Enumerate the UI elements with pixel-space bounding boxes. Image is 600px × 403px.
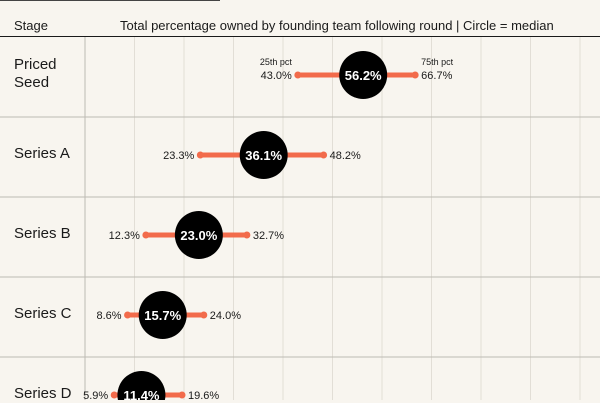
p75-label: 66.7% — [421, 70, 452, 82]
chart-header: Stage Total percentage owned by founding… — [0, 8, 600, 38]
p25-dot — [196, 151, 204, 159]
stage-label: Series A — [14, 145, 70, 162]
p75-caption: 75th pct — [421, 57, 454, 67]
stage-label: Priced Seed — [14, 56, 57, 91]
median-circle — [339, 51, 388, 99]
p75-label: 19.6% — [188, 390, 219, 400]
median-label: 11.4% — [123, 388, 160, 400]
chart-title: Total percentage owned by founding team … — [120, 18, 554, 33]
row-0: 56.2% 43.0% 66.7% 25th pct 75th pct — [260, 51, 454, 99]
p75-dot — [411, 71, 419, 79]
p25-label: 5.9% — [83, 390, 108, 400]
median-circle — [117, 371, 166, 400]
p25-label: 12.3% — [109, 230, 140, 242]
p75-dot — [243, 231, 251, 239]
median-circle — [138, 291, 187, 339]
median-circle — [239, 131, 288, 179]
p75-dot — [178, 391, 186, 399]
stage-label: Series D — [14, 385, 72, 402]
row-1: 36.1% 23.3% 48.2% — [0, 116, 600, 179]
p25-dot — [124, 311, 132, 319]
stage-label: Series C — [14, 305, 72, 322]
p75-dot — [200, 311, 208, 319]
median-label: 23.0% — [180, 228, 217, 243]
row-2: 23.0% 12.3% 32.7% — [0, 196, 600, 259]
grid-lines — [84, 37, 581, 400]
p75-label: 48.2% — [330, 150, 361, 162]
p25-label: 23.3% — [163, 150, 194, 162]
row-3: 15.7% 8.6% 24.0% — [0, 276, 600, 339]
p25-label: 43.0% — [261, 70, 292, 82]
p25-label: 8.6% — [96, 310, 121, 322]
row-4: 11.4% 5.9% 19.6% — [0, 356, 600, 400]
stage-label: Series B — [14, 225, 71, 242]
p75-label: 32.7% — [253, 230, 284, 242]
p25-caption: 25th pct — [260, 57, 293, 67]
p25-dot — [142, 231, 150, 239]
top-rule — [0, 0, 220, 3]
stage-column-header: Stage — [14, 18, 48, 33]
median-label: 36.1% — [245, 148, 282, 163]
p25-dot — [294, 71, 302, 79]
median-circle — [174, 211, 223, 259]
median-label: 15.7% — [144, 308, 181, 323]
header-rule — [0, 36, 600, 37]
median-label: 56.2% — [345, 68, 382, 83]
p25-dot — [110, 391, 118, 399]
p75-dot — [320, 151, 328, 159]
p75-label: 24.0% — [210, 310, 241, 322]
